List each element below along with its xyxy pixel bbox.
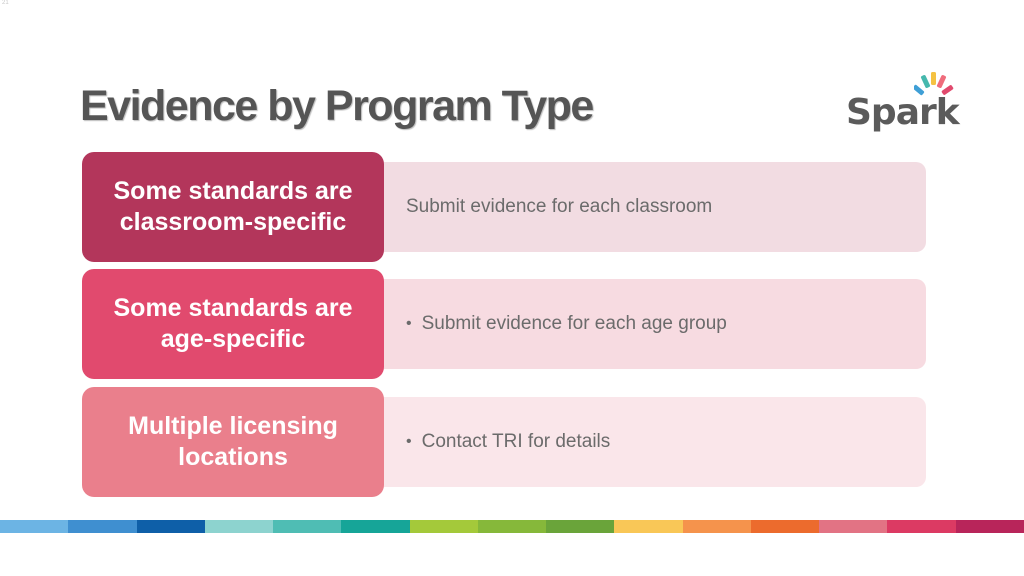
row-label: Multiple licensing locations — [82, 387, 384, 497]
stripe-segment — [273, 520, 342, 533]
row-description: • Contact TRI for details — [406, 387, 610, 497]
program-row-locations: Multiple licensing locations • Contact T… — [82, 387, 926, 497]
bullet-icon: • — [406, 315, 412, 332]
row-description: • Submit evidence for each age group — [406, 269, 727, 379]
row-label: Some standards are classroom-specific — [82, 152, 384, 262]
stripe-segment — [68, 520, 137, 533]
row-description-text: Submit evidence for each age group — [421, 313, 727, 334]
stripe-segment — [204, 520, 274, 533]
program-row-age: Some standards are age-specific • Submit… — [82, 269, 926, 379]
logo-ray-2 — [920, 75, 931, 88]
stripe-segment — [409, 520, 478, 533]
logo-ray-1 — [914, 84, 925, 96]
stripe-segment — [546, 520, 615, 533]
row-description-text: Submit evidence for each classroom — [406, 196, 713, 217]
logo-rays-icon — [914, 72, 954, 96]
row-description: Submit evidence for each classroom — [406, 152, 712, 262]
row-panel — [372, 397, 926, 487]
slide-number: 21 — [2, 0, 9, 6]
stripe-segment — [819, 520, 888, 533]
footer-color-stripe — [0, 520, 1024, 533]
logo-ray-5 — [941, 85, 954, 95]
stripe-segment — [136, 520, 205, 533]
logo-text: Spark — [846, 92, 960, 133]
row-panel — [372, 279, 926, 369]
logo-ray-4 — [936, 75, 947, 88]
stripe-segment — [682, 520, 751, 533]
row-panel — [372, 162, 926, 252]
logo-ray-3 — [931, 72, 936, 85]
page-title: Evidence by Program Type — [80, 82, 594, 130]
stripe-segment — [955, 520, 1024, 533]
stripe-segment — [0, 520, 69, 533]
row-description-text: Contact TRI for details — [421, 431, 611, 452]
stripe-segment — [477, 520, 547, 533]
program-row-classroom: Some standards are classroom-specific Su… — [82, 152, 926, 262]
row-label: Some standards are age-specific — [82, 269, 384, 379]
bullet-icon: • — [406, 433, 412, 450]
stripe-segment — [887, 520, 956, 533]
stripe-segment — [750, 520, 820, 533]
stripe-segment — [614, 520, 683, 533]
spark-logo: Spark — [846, 70, 960, 140]
stripe-segment — [341, 520, 410, 533]
